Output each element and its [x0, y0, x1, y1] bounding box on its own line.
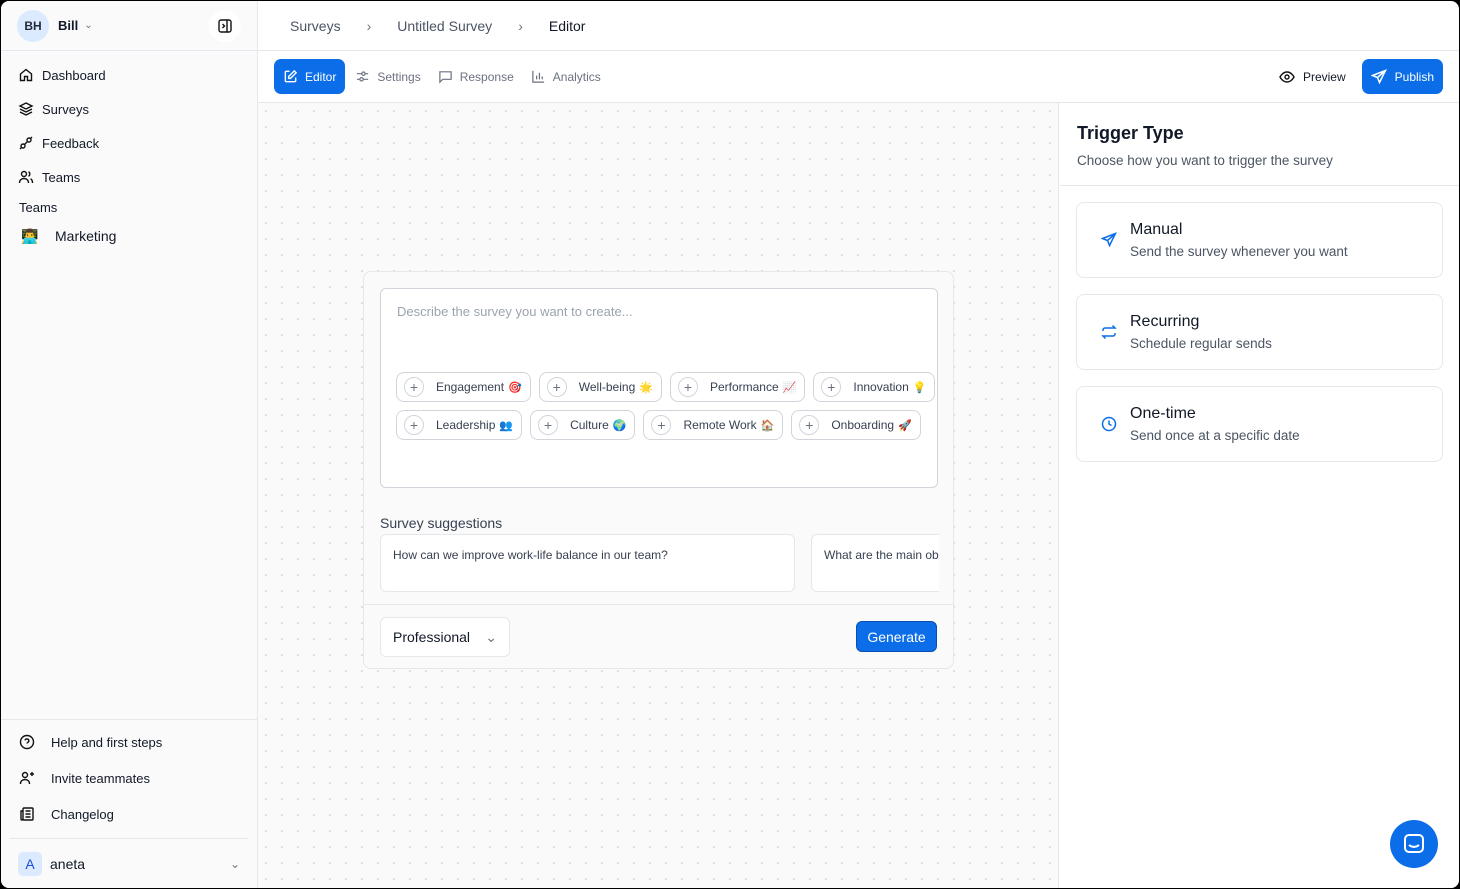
send-icon	[1101, 232, 1117, 248]
preview-button[interactable]: Preview	[1279, 69, 1346, 85]
invite-teammates-link[interactable]: Invite teammates	[1, 760, 257, 796]
workspace-avatar: A	[18, 851, 42, 876]
chip-emoji: 👥	[499, 419, 514, 432]
plus-icon: +	[651, 415, 672, 435]
chevron-right-icon: ›	[366, 17, 372, 34]
workspace-name: aneta	[50, 855, 86, 872]
newspaper-icon	[20, 807, 34, 821]
chevron-down-icon: ⌄	[485, 628, 497, 645]
chevron-down-icon: ⌄	[229, 856, 240, 871]
topic-chip[interactable]: + Performance 📈	[669, 372, 806, 402]
chevron-down-icon[interactable]: ⌄	[84, 20, 93, 31]
clock-icon	[1101, 416, 1117, 432]
breadcrumb-current: Editor	[548, 17, 586, 34]
plus-icon: +	[677, 377, 698, 397]
sidebar-item-dashboard[interactable]: Dashboard	[1, 58, 257, 92]
survey-generator-card: Describe the survey you want to create..…	[363, 271, 954, 669]
tone-select[interactable]: Professional ⌄	[380, 617, 510, 657]
team-emoji: 👨‍💻	[21, 227, 39, 244]
help-circle-icon	[19, 734, 35, 750]
topic-chip[interactable]: + Engagement 🎯	[396, 372, 531, 402]
chip-emoji: 📈	[782, 381, 797, 394]
suggestions-heading: Survey suggestions	[380, 515, 503, 531]
users-icon	[18, 170, 34, 184]
chip-emoji: 🏠	[760, 419, 775, 432]
edit-icon	[284, 69, 298, 83]
chip-emoji: 🎯	[508, 381, 522, 394]
plus-icon: +	[821, 377, 842, 397]
publish-button[interactable]: Publish	[1361, 59, 1443, 94]
repeat-icon	[1101, 324, 1117, 340]
breadcrumb-surveys[interactable]: Surveys	[290, 17, 341, 34]
avatar[interactable]: BH	[17, 9, 49, 42]
chip-emoji: 🌟	[639, 381, 653, 394]
teams-heading: Teams	[19, 200, 58, 215]
survey-prompt-input[interactable]: Describe the survey you want to create..…	[380, 288, 938, 488]
generate-button[interactable]: Generate	[856, 621, 937, 652]
home-icon	[19, 68, 33, 82]
chevron-right-icon: ›	[518, 17, 523, 34]
suggestion-card[interactable]: What are the main ob	[811, 534, 939, 592]
eye-icon	[1279, 70, 1295, 83]
changelog-link[interactable]: Changelog	[1, 796, 257, 832]
user-name[interactable]: Bill	[58, 18, 79, 33]
bar-chart-icon	[532, 70, 544, 83]
sidebar-item-feedback[interactable]: Feedback	[1, 126, 257, 160]
trigger-option-recurring[interactable]: Recurring Schedule regular sends	[1076, 294, 1443, 370]
message-square-icon	[438, 71, 452, 84]
editor-canvas: Describe the survey you want to create..…	[258, 103, 1059, 888]
chip-emoji: 🚀	[898, 419, 912, 432]
trigger-panel: Trigger Type Choose how you want to trig…	[1060, 103, 1459, 888]
sidebar-item-teams[interactable]: Teams	[1, 160, 257, 194]
trigger-option-manual[interactable]: Manual Send the survey whenever you want	[1076, 202, 1443, 278]
sidebar-toggle-button[interactable]	[209, 9, 241, 42]
tab-response[interactable]: Response	[438, 69, 514, 84]
plus-icon: +	[546, 377, 567, 397]
chip-emoji: 💡	[912, 381, 927, 394]
layers-icon	[18, 102, 34, 116]
tab-analytics[interactable]: Analytics	[531, 69, 601, 84]
topic-chip[interactable]: + Leadership 👥	[396, 410, 523, 440]
trigger-option-one-time[interactable]: One-time Send once at a specific date	[1076, 386, 1443, 462]
panel-subtitle: Choose how you want to trigger the surve…	[1077, 153, 1333, 168]
breadcrumb: Surveys › Untitled Survey › Editor	[258, 1, 1459, 51]
sidebar-item-surveys[interactable]: Surveys	[1, 92, 257, 126]
user-plus-icon	[19, 771, 34, 785]
plus-icon: +	[404, 377, 424, 397]
suggestion-card[interactable]: How can we improve work-life balance in …	[380, 534, 795, 592]
topic-chip[interactable]: + Remote Work 🏠	[643, 410, 784, 440]
chat-icon	[1404, 834, 1424, 853]
topic-chip[interactable]: + Well-being 🌟	[538, 372, 662, 402]
plus-icon: +	[538, 415, 559, 435]
team-item-marketing[interactable]: 👨‍💻 Marketing	[21, 227, 117, 245]
workspace-switcher[interactable]: A aneta ⌄	[10, 838, 248, 888]
plus-icon: +	[404, 415, 424, 435]
sliders-icon	[357, 71, 369, 82]
tab-editor[interactable]: Editor	[274, 59, 346, 94]
help-link[interactable]: Help and first steps	[1, 724, 257, 760]
chat-support-button[interactable]	[1390, 820, 1438, 868]
panel-title: Trigger Type	[1077, 123, 1184, 143]
breadcrumb-survey[interactable]: Untitled Survey	[397, 17, 493, 34]
chip-emoji: 🌍	[612, 419, 627, 432]
send-icon	[1370, 68, 1387, 84]
topic-chip[interactable]: + Culture 🌍	[530, 410, 636, 440]
panel-toggle-icon	[218, 18, 232, 33]
sidebar: BH Bill ⌄ Dashboard Surveys Feedback Tea…	[1, 1, 258, 888]
plus-icon: +	[799, 415, 820, 435]
topic-chip[interactable]: + Onboarding 🚀	[791, 410, 921, 440]
tab-settings[interactable]: Settings	[355, 69, 421, 84]
plug-icon	[19, 136, 33, 150]
topic-chip[interactable]: + Innovation 💡	[813, 372, 936, 402]
